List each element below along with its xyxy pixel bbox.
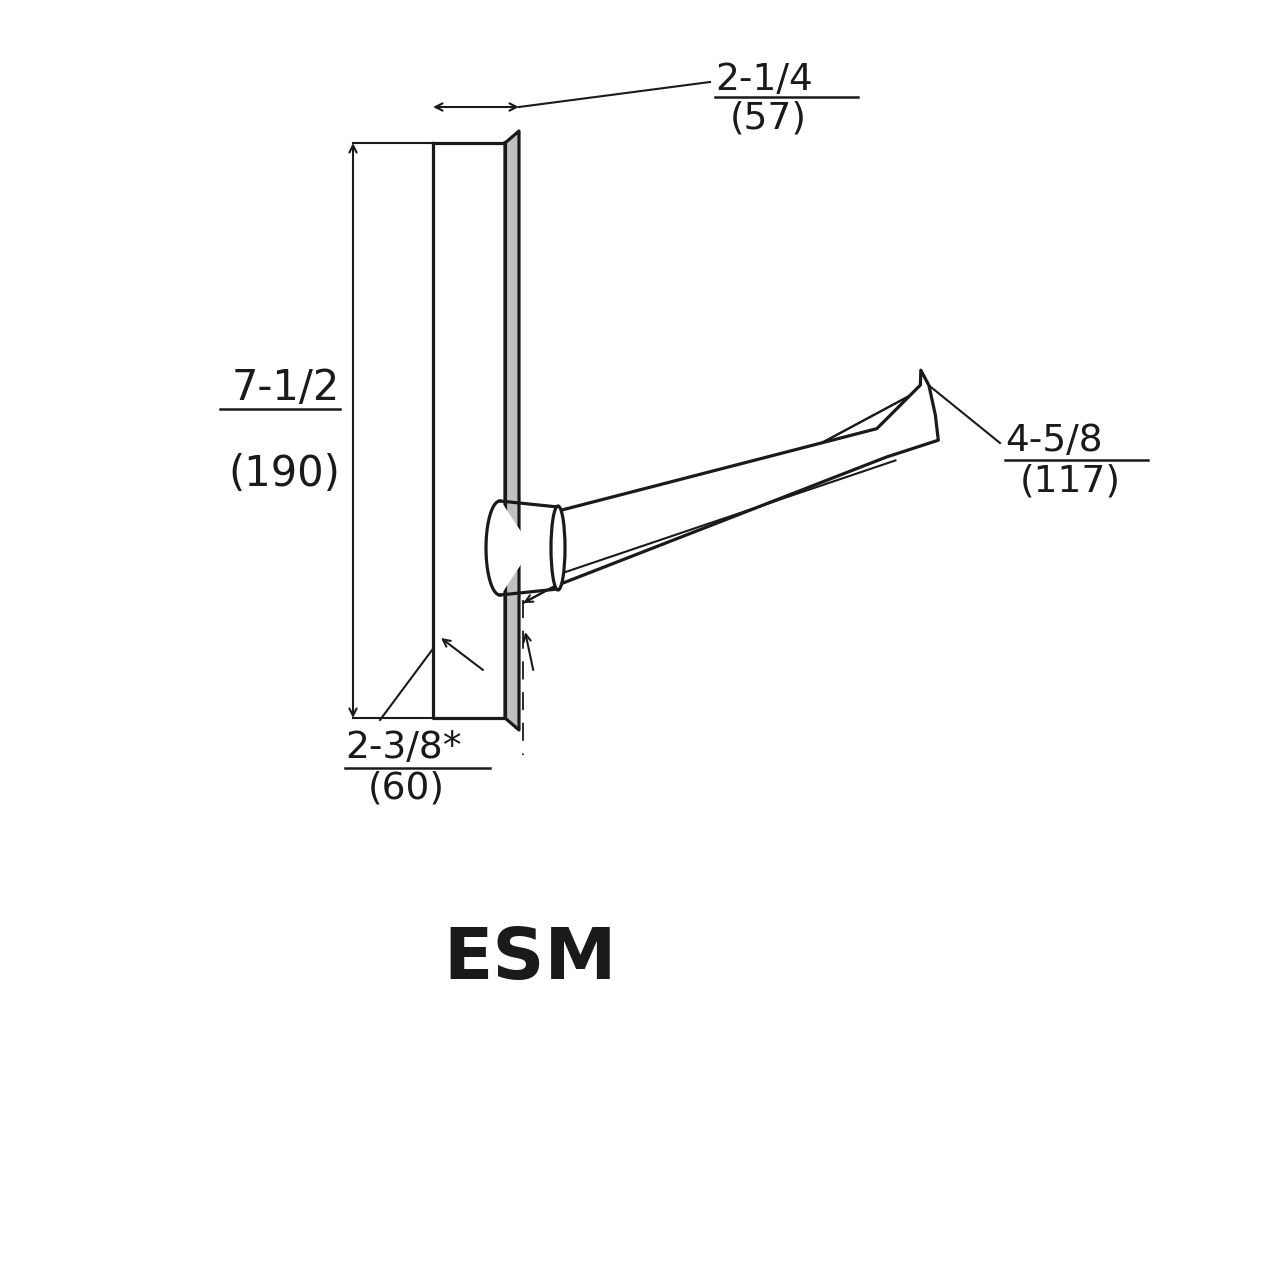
- Text: 7-1/2: 7-1/2: [232, 366, 340, 408]
- Text: 4-5/8: 4-5/8: [1005, 422, 1102, 460]
- Polygon shape: [486, 500, 558, 595]
- Polygon shape: [506, 131, 518, 730]
- Text: 2-1/4: 2-1/4: [716, 61, 813, 99]
- Text: (57): (57): [730, 100, 806, 136]
- Text: (190): (190): [228, 453, 340, 494]
- Polygon shape: [558, 370, 938, 585]
- Text: (60): (60): [369, 771, 445, 806]
- Polygon shape: [433, 143, 506, 718]
- Text: 2-3/8*: 2-3/8*: [346, 730, 462, 765]
- Text: ESM: ESM: [443, 925, 617, 995]
- Ellipse shape: [550, 506, 564, 590]
- Text: (117): (117): [1020, 463, 1121, 499]
